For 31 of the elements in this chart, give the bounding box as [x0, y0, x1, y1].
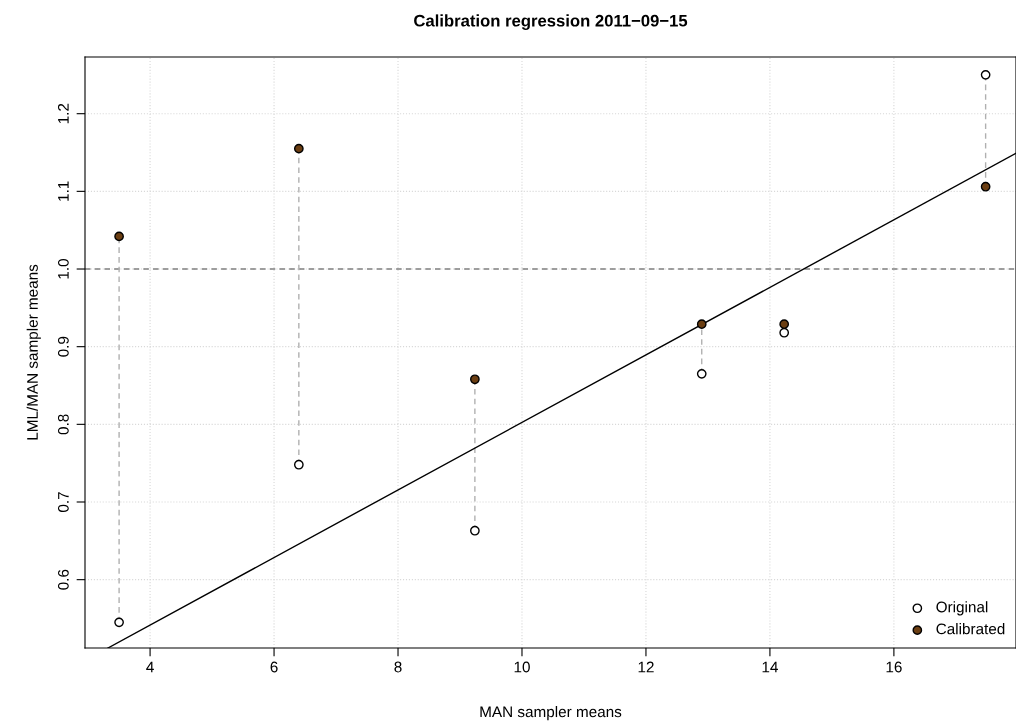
point	[114, 231, 124, 242]
x-tick-label: 16	[886, 661, 902, 673]
point	[470, 374, 480, 385]
legend-label: Calibrated	[936, 623, 1005, 635]
point	[293, 459, 304, 470]
y-axis-title: LML/MAN sampler means	[26, 264, 41, 440]
point	[779, 319, 790, 330]
legend-label: Original	[936, 601, 988, 616]
point	[470, 525, 480, 536]
x-tick-label: 6	[270, 661, 278, 673]
point	[980, 181, 991, 192]
y-tick-label: 1.0	[57, 258, 69, 279]
y-tick-label: 0.8	[57, 414, 69, 435]
y-tick-label: 0.9	[57, 336, 69, 357]
x-tick-label: 14	[762, 661, 778, 673]
x-tick-label: 10	[514, 661, 530, 673]
point	[293, 143, 304, 154]
y-tick-label: 0.7	[57, 492, 69, 513]
chart-title: Calibration regression 2011−09−15	[414, 14, 688, 30]
y-tick-label: 0.6	[57, 569, 69, 590]
x-tick-label: 4	[146, 661, 154, 673]
x-tick-label: 12	[638, 661, 654, 673]
point	[696, 319, 707, 330]
x-axis-title: MAN sampler means	[480, 705, 622, 721]
point	[696, 368, 707, 379]
y-tick-label: 1.1	[58, 181, 69, 201]
x-tick-label: 8	[394, 661, 402, 673]
point	[779, 327, 790, 338]
y-tick-label: 1.2	[57, 103, 69, 124]
point	[980, 70, 991, 80]
point	[114, 617, 124, 628]
